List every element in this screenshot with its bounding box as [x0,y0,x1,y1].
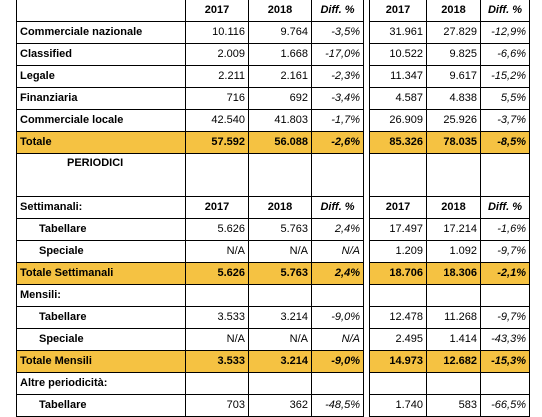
total-settimanali-row: Totale Settimanali 5.626 5.763 2,4% 18.7… [16,262,530,285]
total-mensili-row: Totale Mensili 3.533 3.214 -9,0% 14.973 … [16,350,530,373]
settimanali-label: Settimanali: [16,196,186,219]
table-row: Tabellare 3.533 3.214 -9,0% 12.478 11.26… [16,306,530,329]
table-row: Legale 2.211 2.161 -2,3% 11.347 9.617 -1… [16,65,530,88]
table-row: Tabellare 703 362 -48,5% 1.740 583 -66,5… [16,394,530,417]
table-row: Commerciale nazionale 10.116 9.764 -3,5%… [16,21,530,44]
header-row: 2017 2018 Diff. % 2017 2018 Diff. % [16,0,530,22]
periodici-label: PERIODICI [16,153,186,197]
header-year-2017-b: 2017 [369,0,427,22]
header-label-cell [16,0,186,22]
header-year-2018-b: 2018 [426,0,481,22]
mensili-label: Mensili: [16,284,186,307]
header-diff-b: Diff. % [480,0,530,22]
periodici-row: PERIODICI [16,153,530,197]
mensili-header-row: Mensili: [16,284,530,307]
settimanali-header-row: Settimanali: 2017 2018 Diff. % 2017 2018… [16,196,530,219]
table-row: Tabellare 5.626 5.763 2,4% 17.497 17.214… [16,218,530,241]
table-row: Classified 2.009 1.668 -17,0% 10.522 9.8… [16,43,530,66]
altre-label: Altre periodicità: [16,372,186,395]
table-row: Speciale N/A N/A N/A 2.495 1.414 -43,3% [16,328,530,351]
total-row: Totale 57.592 56.088 -2,6% 85.326 78.035… [16,131,530,154]
table-row: Commerciale locale 42.540 41.803 -1,7% 2… [16,109,530,132]
table-row: Speciale N/A N/A N/A 1.209 1.092 -9,7% [16,240,530,263]
header-year-2018: 2018 [248,0,312,22]
header-year-2017: 2017 [185,0,249,22]
advertising-table: 2017 2018 Diff. % 2017 2018 Diff. % Comm… [16,0,530,417]
table-row: Finanziaria 716 692 -3,4% 4.587 4.838 5,… [16,87,530,110]
altre-header-row: Altre periodicità: [16,372,530,395]
header-diff: Diff. % [311,0,364,22]
